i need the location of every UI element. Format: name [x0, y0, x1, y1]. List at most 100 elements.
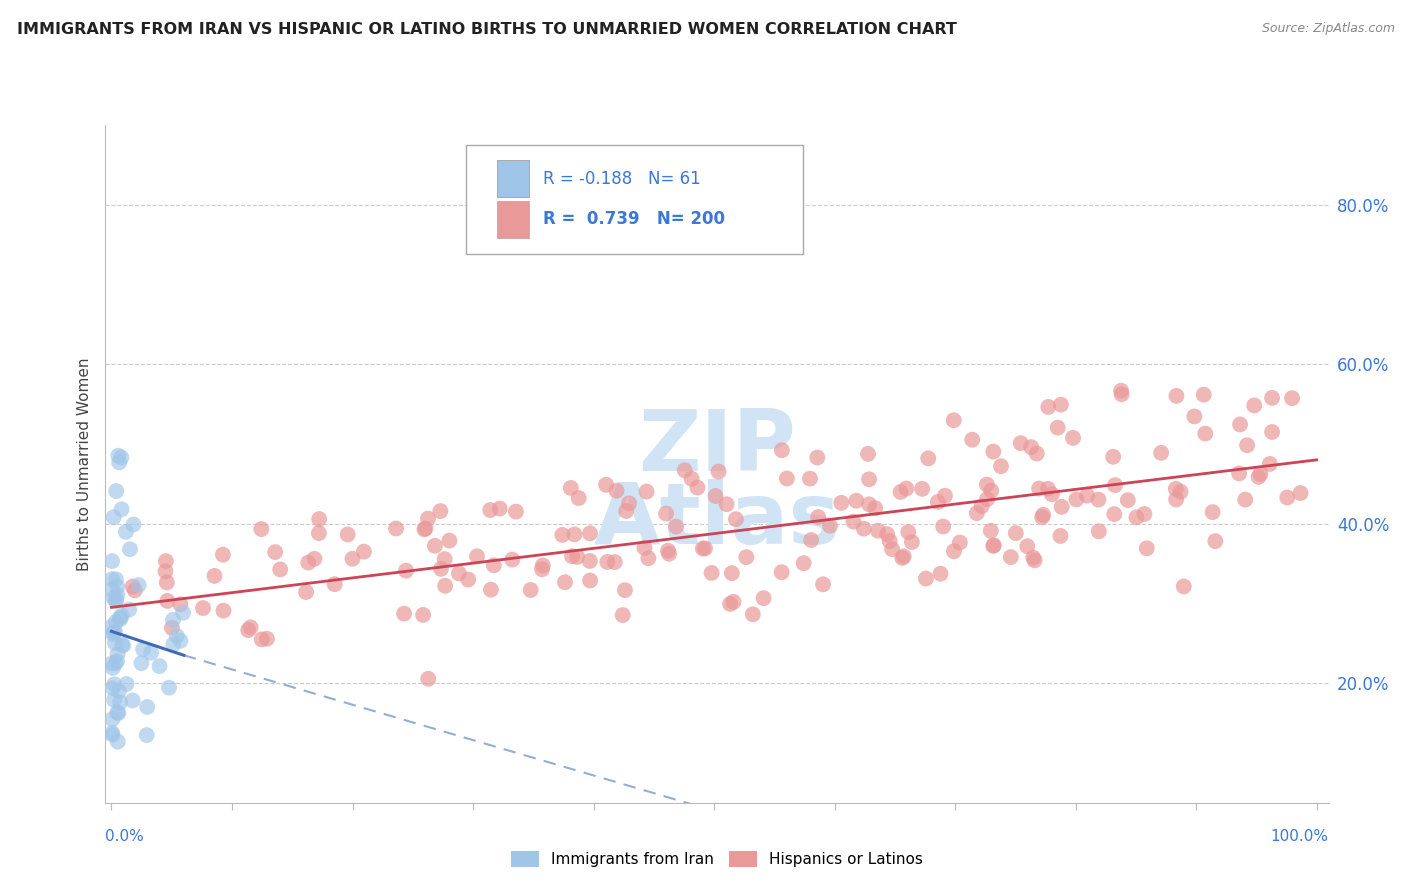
Point — [250, 522, 273, 536]
Point — [700, 566, 723, 580]
Point — [107, 580, 129, 594]
Point — [673, 463, 696, 477]
Point — [108, 610, 131, 624]
Point — [980, 524, 1002, 538]
Point — [879, 533, 901, 548]
Point — [579, 526, 602, 541]
Point — [101, 728, 124, 742]
Point — [264, 545, 287, 559]
Point — [1036, 482, 1059, 496]
Point — [1025, 447, 1047, 461]
Point — [1032, 508, 1054, 522]
Point — [212, 604, 235, 618]
Point — [896, 482, 918, 496]
Point — [1250, 467, 1272, 481]
Point — [162, 613, 184, 627]
Point — [1277, 491, 1299, 505]
Point — [412, 607, 434, 622]
Point — [482, 558, 505, 573]
Point — [724, 512, 747, 526]
Point — [942, 544, 965, 558]
Point — [479, 503, 502, 517]
Point — [111, 608, 134, 623]
Point — [101, 619, 124, 633]
Point — [858, 472, 880, 486]
Point — [156, 575, 179, 590]
Point — [104, 636, 127, 650]
Point — [949, 535, 972, 549]
Point — [1031, 510, 1053, 524]
Point — [121, 693, 143, 707]
Point — [105, 588, 128, 602]
Point — [434, 579, 457, 593]
Point — [105, 654, 128, 668]
Point — [845, 493, 868, 508]
Point — [818, 518, 841, 533]
Point — [1289, 486, 1312, 500]
Point — [110, 612, 132, 626]
Point — [121, 580, 143, 594]
Point — [1164, 492, 1187, 507]
Point — [942, 413, 965, 427]
Point — [890, 485, 912, 500]
Point — [416, 511, 439, 525]
Point — [104, 594, 127, 608]
Point — [1170, 484, 1192, 499]
Point — [104, 624, 127, 639]
Point — [1182, 409, 1205, 424]
Point — [793, 556, 815, 570]
Point — [1050, 500, 1073, 514]
Point — [723, 595, 745, 609]
Point — [800, 533, 823, 547]
Point — [1111, 387, 1133, 401]
Point — [970, 500, 993, 514]
Point — [612, 608, 634, 623]
Point — [118, 602, 141, 616]
Text: 100.0%: 100.0% — [1271, 830, 1329, 844]
Point — [139, 646, 162, 660]
Point — [103, 625, 125, 640]
Point — [897, 525, 920, 540]
Point — [911, 482, 934, 496]
Point — [681, 472, 703, 486]
Point — [439, 533, 461, 548]
Point — [704, 489, 727, 503]
Point — [169, 597, 191, 611]
Point — [579, 574, 602, 588]
Point — [1227, 467, 1250, 481]
Point — [658, 547, 681, 561]
Point — [447, 566, 470, 581]
Point — [718, 597, 741, 611]
Point — [418, 672, 440, 686]
Point — [1125, 510, 1147, 524]
Point — [256, 632, 278, 646]
Point — [603, 555, 626, 569]
Point — [1234, 492, 1257, 507]
Point — [342, 551, 364, 566]
Point — [564, 527, 586, 541]
Point — [107, 647, 129, 661]
FancyBboxPatch shape — [496, 161, 529, 197]
Point — [1010, 436, 1032, 450]
Point — [665, 519, 688, 533]
Point — [806, 450, 828, 465]
Point — [1136, 541, 1159, 556]
Point — [551, 528, 574, 542]
Point — [297, 556, 319, 570]
Point — [1236, 438, 1258, 452]
Point — [105, 484, 128, 499]
Point — [212, 548, 235, 562]
Point — [1166, 389, 1188, 403]
Point — [561, 549, 583, 564]
Point — [519, 582, 541, 597]
Point — [433, 552, 456, 566]
Point — [579, 554, 602, 568]
Point — [617, 496, 640, 510]
Point — [122, 517, 145, 532]
Point — [567, 549, 589, 564]
Text: Source: ZipAtlas.com: Source: ZipAtlas.com — [1261, 22, 1395, 36]
Point — [104, 657, 127, 671]
Point — [107, 706, 129, 720]
Point — [893, 549, 915, 564]
Point — [465, 549, 488, 564]
